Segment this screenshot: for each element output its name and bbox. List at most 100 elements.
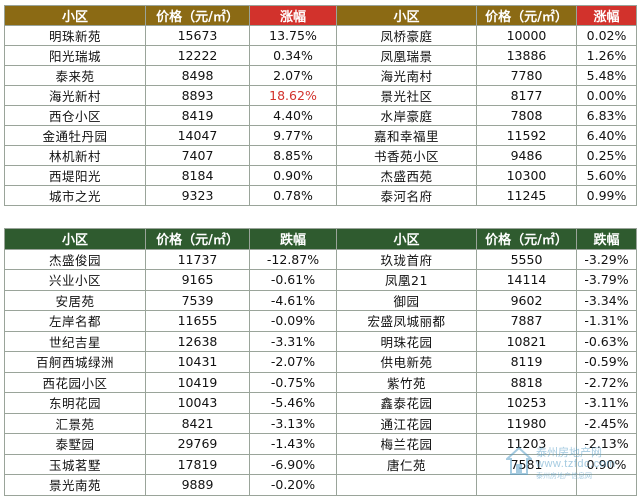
change-cell: 6.40% (576, 125, 637, 146)
header-price: 价格（元/㎡） (145, 5, 250, 26)
table-row: 西仓小区 8419 4.40% 水岸豪庭 7808 6.83% (4, 105, 637, 126)
community-cell: 通江花园 (336, 412, 477, 434)
change-cell: 0.78% (249, 185, 337, 206)
watermark-title: 泰州房地产网 (536, 447, 602, 459)
header-change: 跌幅 (576, 228, 637, 250)
header-price: 价格（元/㎡） (145, 228, 250, 250)
community-cell: 城市之光 (4, 185, 146, 206)
change-cell: -3.31% (249, 330, 337, 352)
price-cell: 15673 (145, 25, 250, 46)
community-cell: 西仓小区 (4, 105, 146, 126)
price-cell: 14047 (145, 125, 250, 146)
change-cell: 5.60% (576, 165, 637, 186)
watermark-subtitle: 泰州房地产信息网 (536, 473, 592, 480)
community-cell: 金通牡丹园 (4, 125, 146, 146)
price-cell: 10043 (145, 392, 250, 414)
price-cell: 11737 (145, 248, 250, 270)
header-community: 小区 (4, 5, 146, 26)
table-row: 东明花园 10043 -5.46% 鑫泰花园 10253 -3.11% (4, 392, 637, 414)
price-cell: 10419 (145, 371, 250, 393)
price-cell: 11592 (476, 125, 577, 146)
price-cell: 8184 (145, 165, 250, 186)
community-cell: 景光南苑 (4, 474, 146, 496)
watermark: 泰州房地产网 www.tzfdc.com 泰州房地产信息网 (506, 444, 632, 482)
community-cell: 泰墅园 (4, 433, 146, 455)
community-cell: 杰盛西苑 (336, 165, 477, 186)
price-cell: 10431 (145, 351, 250, 373)
price-cell: 10300 (476, 165, 577, 186)
change-cell: -2.07% (249, 351, 337, 373)
price-cell: 11203 (476, 433, 577, 455)
header-community: 小区 (336, 228, 477, 250)
change-cell: -0.59% (576, 351, 637, 373)
community-cell: 兴业小区 (4, 269, 146, 291)
table-row: 泰来苑 8498 2.07% 海光南村 7780 5.48% (4, 65, 637, 86)
community-cell: 海光南村 (336, 65, 477, 86)
header-change: 涨幅 (249, 5, 337, 26)
change-cell: 1.26% (576, 45, 637, 66)
price-cell: 10253 (476, 392, 577, 414)
community-cell: 供电新苑 (336, 351, 477, 373)
change-cell: -0.20% (249, 474, 337, 496)
change-cell: 2.07% (249, 65, 337, 86)
table-row: 杰盛俊园 11737 -12.87% 玖珑首府 5550 -3.29% (4, 248, 637, 270)
table-row: 西花园小区 10419 -0.75% 紫竹苑 8818 -2.72% (4, 371, 637, 393)
table-row: 世纪吉星 12638 -3.31% 明珠花园 10821 -0.63% (4, 330, 637, 352)
header-price: 价格（元/㎡） (476, 5, 577, 26)
price-cell: 12638 (145, 330, 250, 352)
change-cell: -3.34% (576, 289, 637, 311)
community-cell: 西堤阳光 (4, 165, 146, 186)
community-cell: 世纪吉星 (4, 330, 146, 352)
price-cell: 10821 (476, 330, 577, 352)
community-cell: 御园 (336, 289, 477, 311)
price-cell: 8818 (476, 371, 577, 393)
table-row: 汇景苑 8421 -3.13% 通江花园 11980 -2.45% (4, 412, 637, 434)
price-cell: 9889 (145, 474, 250, 496)
community-cell: 东明花园 (4, 392, 146, 414)
table-row: 城市之光 9323 0.78% 泰河名府 11245 0.99% (4, 185, 637, 206)
price-cell: 14114 (476, 269, 577, 291)
community-cell: 泰来苑 (4, 65, 146, 86)
price-cell: 7808 (476, 105, 577, 126)
change-cell: 5.48% (576, 65, 637, 86)
community-cell: 汇景苑 (4, 412, 146, 434)
table-row: 金通牡丹园 14047 9.77% 嘉和幸福里 11592 6.40% (4, 125, 637, 146)
change-cell: -3.13% (249, 412, 337, 434)
watermark-url: www.tzfdc.com (536, 458, 616, 470)
price-cell: 9602 (476, 289, 577, 311)
community-cell: 凤凰21 (336, 269, 477, 291)
change-cell: 8.85% (249, 145, 337, 166)
community-cell: 西花园小区 (4, 371, 146, 393)
change-cell: -5.46% (249, 392, 337, 414)
community-cell: 紫竹苑 (336, 371, 477, 393)
change-cell: -3.11% (576, 392, 637, 414)
community-cell: 鑫泰花园 (336, 392, 477, 414)
price-cell: 8498 (145, 65, 250, 86)
community-cell: 梅兰花园 (336, 433, 477, 455)
change-cell: -1.43% (249, 433, 337, 455)
community-cell: 景光社区 (336, 85, 477, 106)
header-community: 小区 (336, 5, 477, 26)
header-change: 跌幅 (249, 228, 337, 250)
change-cell: -12.87% (249, 248, 337, 270)
price-cell: 11980 (476, 412, 577, 434)
change-cell: -0.75% (249, 371, 337, 393)
change-cell: -1.31% (576, 310, 637, 332)
price-cell: 7887 (476, 310, 577, 332)
change-cell: 6.83% (576, 105, 637, 126)
price-cell: 11245 (476, 185, 577, 206)
change-cell: 0.25% (576, 145, 637, 166)
community-cell: 阳光瑞城 (4, 45, 146, 66)
price-cell: 12222 (145, 45, 250, 66)
table-row: 西堤阳光 8184 0.90% 杰盛西苑 10300 5.60% (4, 165, 637, 186)
community-cell: 林机新村 (4, 145, 146, 166)
community-cell: 杰盛俊园 (4, 248, 146, 270)
change-cell: -0.09% (249, 310, 337, 332)
change-cell: 13.75% (249, 25, 337, 46)
change-cell: -2.45% (576, 412, 637, 434)
change-cell: 0.90% (576, 453, 637, 475)
price-cell: 9165 (145, 269, 250, 291)
change-cell: 18.62% (249, 85, 337, 106)
header-price: 价格（元/㎡） (476, 228, 577, 250)
price-cell: 8177 (476, 85, 577, 106)
